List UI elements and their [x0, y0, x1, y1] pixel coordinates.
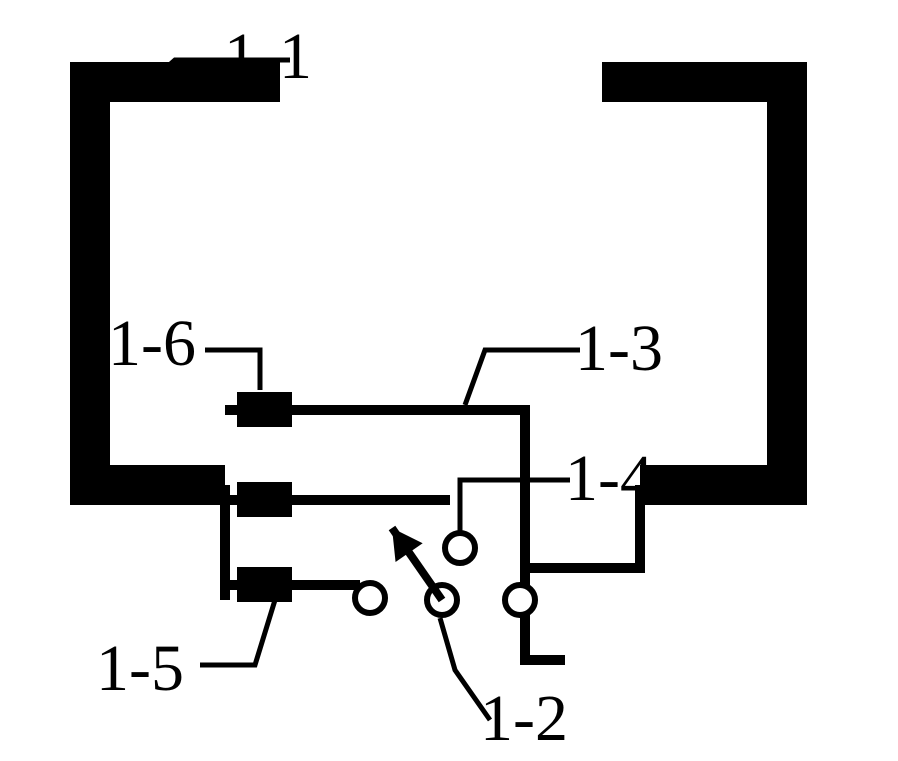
- black-box-2: [237, 482, 292, 517]
- leader-l13: [465, 350, 580, 405]
- schematic-diagram: 1-1 1-6 1-3 1-4 1-5 1-2: [0, 0, 898, 761]
- node-circle-4: [505, 585, 535, 615]
- leader-l16: [205, 350, 260, 390]
- black-box-3: [237, 567, 292, 602]
- label-l13: 1-3: [575, 312, 663, 385]
- label-l15: 1-5: [96, 632, 184, 705]
- label-l16: 1-6: [108, 307, 196, 380]
- label-l14: 1-4: [565, 442, 653, 515]
- label-l12: 1-2: [480, 682, 568, 755]
- black-box-1: [237, 392, 292, 427]
- leader-l15: [200, 600, 275, 665]
- leader-l14: [460, 480, 570, 535]
- label-l11: 1-1: [224, 20, 312, 93]
- node-circle-2: [355, 583, 385, 613]
- node-circle-1: [445, 533, 475, 563]
